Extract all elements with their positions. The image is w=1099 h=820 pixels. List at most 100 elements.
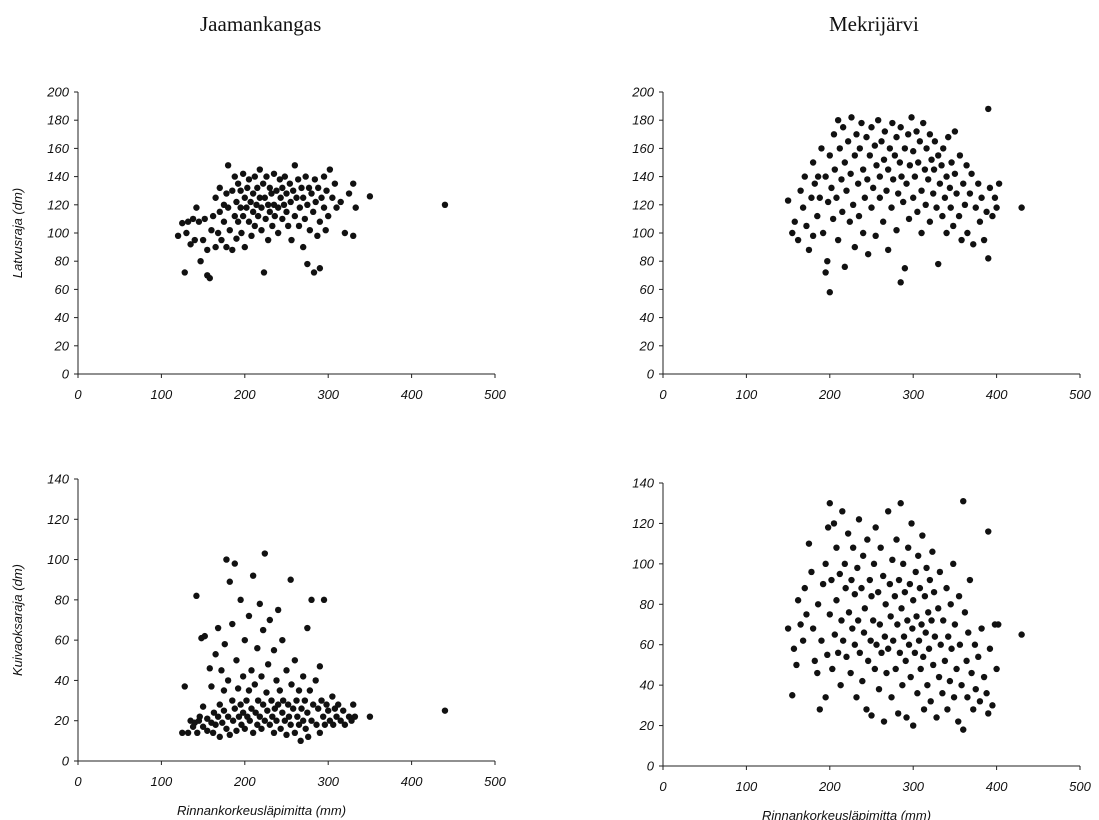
data-point xyxy=(851,590,859,598)
data-point xyxy=(337,198,344,206)
data-point xyxy=(241,636,248,644)
data-point xyxy=(231,705,238,712)
data-point xyxy=(945,633,952,640)
data-point xyxy=(208,226,215,234)
x-tick-label: 0 xyxy=(74,774,82,789)
data-point xyxy=(251,173,259,180)
data-point xyxy=(341,721,349,728)
data-point xyxy=(814,212,821,220)
y-tick-label: 100 xyxy=(47,552,69,567)
data-point xyxy=(309,208,317,216)
data-point xyxy=(910,597,917,604)
y-tick-label: 60 xyxy=(640,282,655,297)
data-point xyxy=(956,641,964,648)
data-point xyxy=(337,717,344,724)
data-point xyxy=(814,669,821,677)
data-point xyxy=(842,584,849,592)
data-point xyxy=(237,701,244,708)
data-point xyxy=(966,190,974,197)
data-point xyxy=(956,152,964,159)
data-point xyxy=(299,673,307,680)
data-point xyxy=(930,166,938,173)
data-point xyxy=(216,208,223,216)
data-point xyxy=(877,544,884,551)
data-point xyxy=(218,236,225,244)
data-point xyxy=(326,166,334,173)
data-point xyxy=(214,229,222,237)
data-point xyxy=(270,647,278,654)
data-point xyxy=(928,156,935,163)
x-axis-label: Rinnankorkeusläpimitta (mm) xyxy=(177,803,346,818)
data-point xyxy=(884,508,892,515)
y-tick-label: 40 xyxy=(55,310,70,325)
x-tick-label: 500 xyxy=(1069,779,1091,794)
data-point xyxy=(824,524,832,531)
data-point xyxy=(836,145,844,152)
data-point xyxy=(233,657,240,664)
data-point xyxy=(933,714,940,721)
data-point xyxy=(936,568,944,576)
data-point xyxy=(881,128,889,135)
y-tick-label: 0 xyxy=(647,759,655,774)
data-point xyxy=(841,159,849,166)
data-point xyxy=(961,609,969,616)
data-point xyxy=(880,718,888,725)
data-point xyxy=(875,685,883,693)
data-point xyxy=(927,698,934,705)
data-point xyxy=(801,173,808,180)
data-point xyxy=(262,215,269,223)
data-point xyxy=(915,552,922,559)
data-point xyxy=(839,508,846,515)
data-point xyxy=(965,629,972,636)
data-point xyxy=(887,613,894,620)
data-point xyxy=(341,229,349,237)
data-point xyxy=(797,187,804,194)
data-point xyxy=(183,229,190,237)
data-point xyxy=(905,641,913,648)
data-point xyxy=(298,184,305,192)
data-point xyxy=(283,667,290,674)
data-point xyxy=(908,114,915,121)
data-point xyxy=(302,173,309,180)
data-point xyxy=(263,173,270,180)
data-point xyxy=(313,721,320,728)
data-point xyxy=(856,145,864,152)
data-point xyxy=(925,176,932,183)
data-point xyxy=(904,131,912,138)
y-tick-label: 80 xyxy=(55,592,70,607)
data-point xyxy=(229,620,236,628)
data-point xyxy=(868,593,875,600)
data-point xyxy=(913,613,920,620)
data-point xyxy=(870,560,878,568)
y-axis-label: Kuivaoksaraja (dm) xyxy=(10,564,25,676)
data-point xyxy=(233,235,240,242)
y-tick-label: 40 xyxy=(640,310,655,325)
data-point xyxy=(197,258,204,265)
data-point xyxy=(212,721,219,728)
data-point xyxy=(920,653,927,661)
y-tick-label: 200 xyxy=(631,85,654,100)
data-point xyxy=(869,184,877,192)
data-point xyxy=(808,194,815,201)
data-point xyxy=(323,701,330,708)
data-point xyxy=(970,241,977,248)
data-point xyxy=(258,673,265,680)
data-point xyxy=(797,621,804,628)
data-point xyxy=(229,246,236,254)
data-point xyxy=(839,124,847,131)
data-point xyxy=(323,187,330,194)
data-point xyxy=(199,703,207,710)
x-tick-label: 500 xyxy=(484,387,506,402)
data-point xyxy=(241,725,248,732)
y-tick-label: 160 xyxy=(632,141,654,156)
data-point xyxy=(330,721,337,728)
data-point xyxy=(287,198,294,206)
data-point xyxy=(288,681,295,688)
data-point xyxy=(234,180,242,187)
data-point xyxy=(826,152,833,159)
data-point xyxy=(958,236,965,244)
data-point xyxy=(251,681,259,688)
y-tick-label: 60 xyxy=(640,637,655,652)
panel-bottom-right: 0 20 40 60 80 100 120 140 0 100 200 300 400 500 Rinnan… xyxy=(632,476,1091,820)
data-point xyxy=(841,263,849,271)
